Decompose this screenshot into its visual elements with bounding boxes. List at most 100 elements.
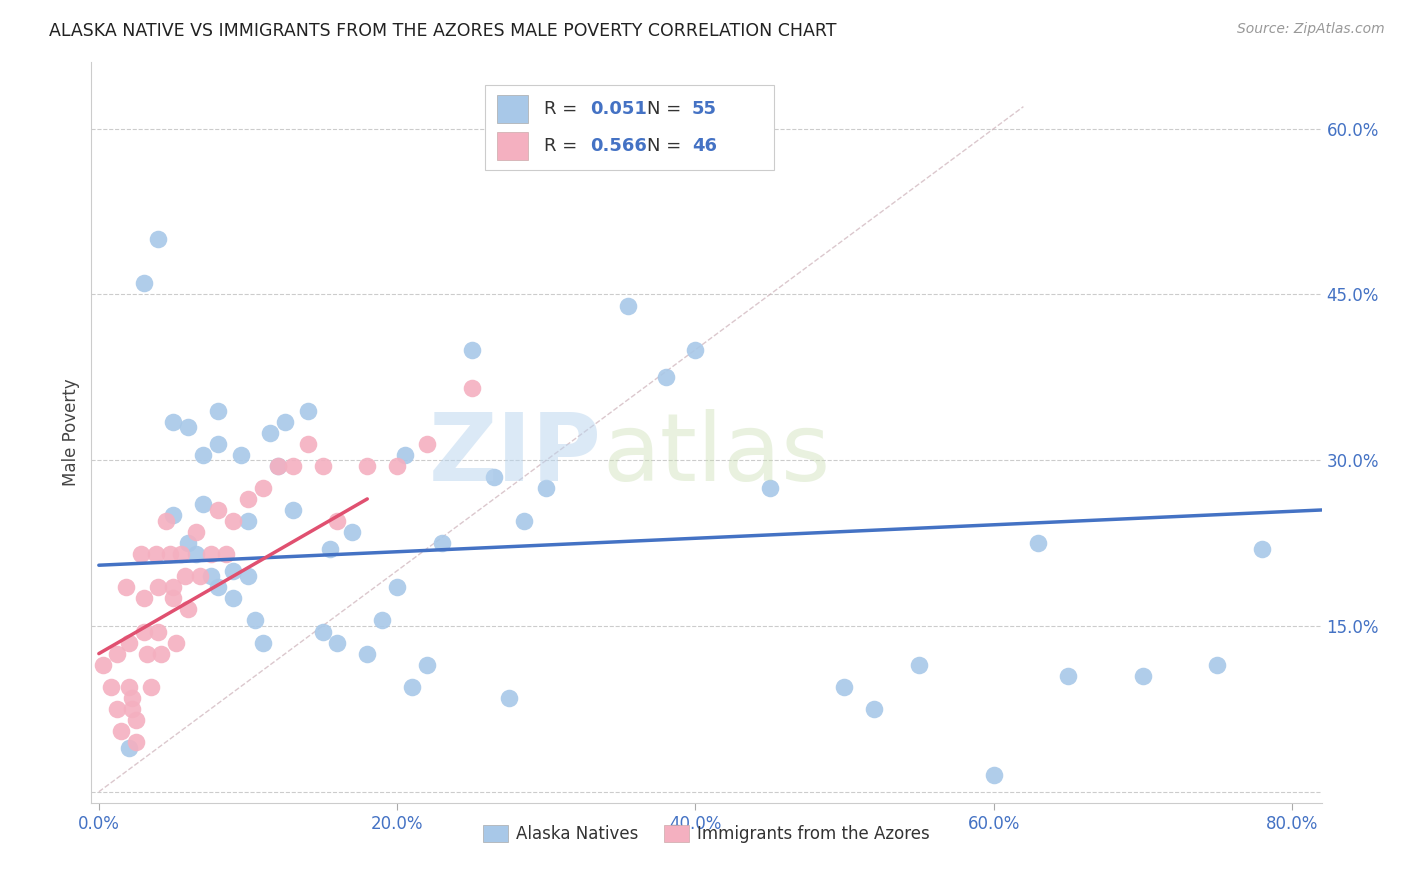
Point [148,580,170,594]
Point [188,569,211,583]
Point [145,547,167,561]
Point [394,448,416,462]
Point [165,635,187,649]
Point [174,569,197,583]
Point [297,403,319,417]
Point [297,436,319,450]
Point [267,458,290,473]
Point [1251,541,1274,556]
Point [385,580,408,594]
Point [252,635,274,649]
Point [245,614,267,628]
Point [118,635,141,649]
Point [460,381,482,395]
Point [118,740,141,755]
Point [1206,657,1229,672]
Point [132,624,155,639]
Point [229,448,252,462]
Point [207,403,229,417]
Point [281,503,304,517]
Point [908,657,931,672]
Point [326,635,349,649]
Point [207,503,229,517]
Point [200,569,222,583]
Text: 46: 46 [692,137,717,155]
Point [121,702,143,716]
Point [236,514,259,528]
FancyBboxPatch shape [498,132,529,161]
Point [1132,669,1154,683]
Point [385,458,408,473]
Point [159,547,181,561]
Point [148,232,170,246]
Text: atlas: atlas [602,409,830,500]
Point [150,647,173,661]
Point [482,470,505,484]
Point [114,580,136,594]
Point [356,647,378,661]
Text: ALASKA NATIVE VS IMMIGRANTS FROM THE AZORES MALE POVERTY CORRELATION CHART: ALASKA NATIVE VS IMMIGRANTS FROM THE AZO… [49,22,837,40]
Text: 55: 55 [692,100,717,118]
Point [311,458,333,473]
Point [416,436,439,450]
Point [222,514,245,528]
Point [170,547,193,561]
Point [193,448,215,462]
Point [401,680,423,694]
Point [267,458,290,473]
Point [177,420,200,434]
Point [177,602,200,616]
Text: R =: R = [544,100,583,118]
Point [125,713,148,727]
Point [498,690,520,705]
Point [129,547,152,561]
Point [685,343,707,357]
Text: 0.051: 0.051 [589,100,647,118]
Point [281,458,304,473]
Legend: Alaska Natives, Immigrants from the Azores: Alaska Natives, Immigrants from the Azor… [477,819,936,850]
Point [148,624,170,639]
Point [162,508,184,523]
Point [200,547,222,561]
Point [416,657,439,672]
Text: ZIP: ZIP [429,409,602,500]
Point [1026,536,1049,550]
Point [236,491,259,506]
FancyBboxPatch shape [498,95,529,123]
Point [863,702,886,716]
Point [534,481,557,495]
Point [132,277,155,291]
Point [121,690,143,705]
Point [162,415,184,429]
Point [654,370,676,384]
Point [91,657,114,672]
Text: Source: ZipAtlas.com: Source: ZipAtlas.com [1237,22,1385,37]
Point [259,425,281,440]
Point [105,647,128,661]
Point [100,680,122,694]
Point [430,536,453,550]
Point [105,702,128,716]
Point [110,723,132,738]
Point [834,680,856,694]
Point [319,541,342,556]
Point [326,514,349,528]
Y-axis label: Male Poverty: Male Poverty [62,379,80,486]
Point [162,591,184,606]
Point [252,481,274,495]
Point [759,481,782,495]
Text: N =: N = [647,137,688,155]
Point [184,547,207,561]
Point [274,415,297,429]
Point [162,580,184,594]
Point [311,624,333,639]
Point [132,591,155,606]
Point [342,524,364,539]
Point [135,647,157,661]
Point [983,768,1005,782]
Point [139,680,162,694]
Point [222,591,245,606]
Point [177,536,200,550]
Point [460,343,482,357]
Point [184,524,207,539]
